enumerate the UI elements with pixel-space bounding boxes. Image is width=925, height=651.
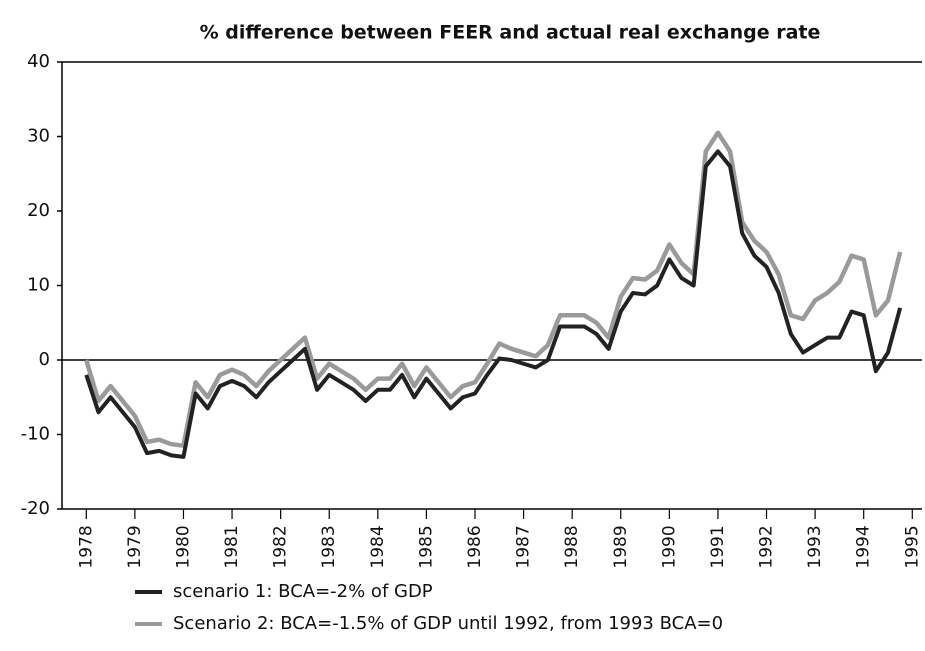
x-tick-label: 1994 bbox=[854, 525, 874, 568]
legend-label: Scenario 2: BCA=-1.5% of GDP until 1992,… bbox=[173, 613, 723, 634]
chart-title: % difference between FEER and actual rea… bbox=[200, 22, 821, 44]
x-tick-label: 1982 bbox=[271, 525, 291, 568]
y-tick-label: -20 bbox=[21, 498, 50, 519]
x-tick-label: 1983 bbox=[319, 525, 339, 568]
series-line bbox=[84, 149, 903, 459]
x-tick-label: 1980 bbox=[173, 525, 193, 568]
x-tick-label: 1978 bbox=[76, 525, 96, 568]
y-tick-label: 40 bbox=[27, 51, 50, 72]
y-tick-label: -10 bbox=[21, 424, 50, 445]
y-tick-label: 30 bbox=[27, 126, 50, 147]
x-tick-label: 1989 bbox=[611, 525, 631, 568]
y-tick-label: 20 bbox=[27, 200, 50, 221]
legend-label: scenario 1: BCA=-2% of GDP bbox=[173, 581, 433, 602]
x-tick-label: 1990 bbox=[659, 525, 679, 568]
x-tick-label: 1984 bbox=[368, 525, 388, 568]
x-tick-label: 1985 bbox=[416, 525, 436, 568]
x-tick-label: 1991 bbox=[708, 525, 728, 568]
x-tick-label: 1988 bbox=[562, 525, 582, 568]
x-tick-label: 1995 bbox=[902, 525, 922, 568]
x-tick-label: 1979 bbox=[125, 525, 145, 568]
x-tick-label: 1987 bbox=[514, 525, 534, 568]
series-line bbox=[84, 130, 903, 448]
y-tick-label: 10 bbox=[27, 275, 50, 296]
y-tick-label: 0 bbox=[39, 349, 50, 370]
x-tick-label: 1986 bbox=[465, 525, 485, 568]
x-tick-label: 1981 bbox=[222, 525, 242, 568]
x-tick-label: 1992 bbox=[757, 525, 777, 568]
x-tick-label: 1993 bbox=[805, 525, 825, 568]
